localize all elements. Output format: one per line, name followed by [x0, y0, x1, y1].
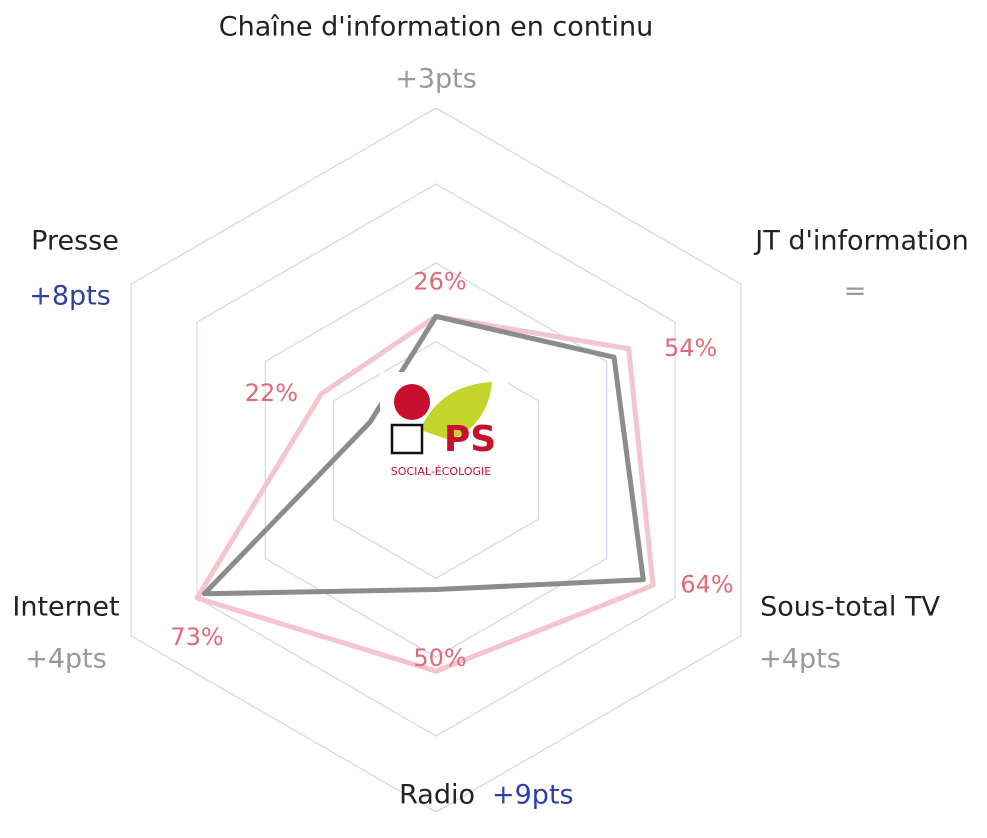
change-label: = — [844, 276, 867, 307]
logo-subtitle: SOCIAL-ÉCOLOGIE — [391, 465, 491, 478]
series-line — [201, 313, 646, 597]
category-label: Presse — [31, 226, 119, 257]
category-label: JT d'information — [753, 226, 968, 257]
grid-ring — [196, 183, 676, 737]
change-label: +4pts — [25, 644, 107, 675]
change-label: +8pts — [29, 281, 111, 312]
logo-rose — [394, 384, 430, 420]
logo: PS SOCIAL-ÉCOLOGIE — [380, 372, 508, 484]
series-layer — [194, 313, 656, 674]
value-label: 73% — [170, 623, 223, 651]
logo-text: PS — [444, 419, 496, 460]
value-label: 22% — [245, 379, 298, 407]
category-label: Chaîne d'information en continu — [219, 12, 653, 43]
change-label: +3pts — [395, 64, 477, 95]
value-label: 50% — [413, 644, 466, 672]
grid — [130, 107, 742, 813]
value-label: 64% — [680, 570, 733, 598]
grid-ring — [264, 262, 608, 658]
value-label: 54% — [664, 334, 717, 362]
logo-fist — [390, 423, 424, 455]
category-label: Sous-total TV — [760, 592, 940, 623]
labels-layer: 26% 54% 64% 50% 73% 22% Chaîne d'information e… — [12, 12, 968, 811]
grid-ring — [130, 107, 742, 813]
logo-leaf — [420, 382, 492, 440]
value-label: 26% — [413, 267, 466, 295]
category-label: Internet — [12, 592, 119, 623]
series-line — [194, 313, 656, 674]
category-label: Radio — [399, 780, 475, 811]
change-label: +9pts — [492, 780, 574, 811]
change-label: +4pts — [759, 644, 841, 675]
grid-ring — [332, 340, 540, 580]
